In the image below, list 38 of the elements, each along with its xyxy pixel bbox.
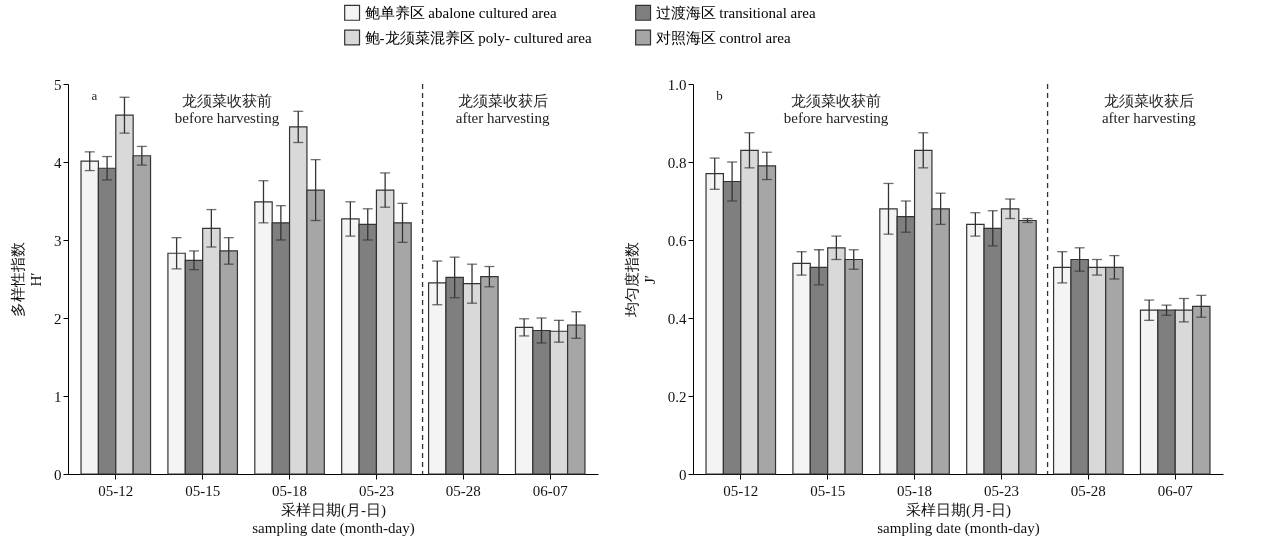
y-tick-label: 1 [54,388,62,405]
y-tick-label: 2 [54,310,62,327]
x-tick-label: 05-23 [358,482,394,499]
y-tick-label: 5 [54,76,62,93]
annotation: 龙须菜收获后 after harvesting [1101,93,1197,126]
x-tick-label: 06-07 [532,482,569,499]
annotation: a [91,88,98,103]
x-tick-label: 05-28 [1070,482,1106,499]
y-tick-label: 0 [54,466,62,483]
x-tick-label: 05-12 [723,482,759,499]
x-tick-label: 05-18 [897,482,933,499]
legend-label: 过渡海区 transitional area [655,4,816,21]
legend-label: 鲍-龙须菜混养区 poly- cultured area [364,29,592,46]
y-tick-label: 1.0 [667,76,687,93]
y-tick-label: 0.4 [667,310,687,327]
x-axis-title: 采样日期(月-日) sampling date (month-day) [877,501,1040,537]
y-axis-title: 多样性指数 H′ [10,242,44,317]
x-tick-label: 05-12 [98,482,134,499]
x-tick-label: 05-18 [272,482,308,499]
annotation: 龙须菜收获前 before harvesting [783,93,889,126]
y-tick-label: 0.2 [667,388,687,405]
annotation: 龙须菜收获前 before harvesting [174,93,280,126]
x-axis-title: 采样日期(月-日) sampling date (month-day) [252,501,415,537]
y-tick-label: 0 [679,466,687,483]
x-tick-label: 05-15 [185,482,221,499]
y-tick-label: 3 [54,232,62,249]
x-tick-label: 05-23 [983,482,1019,499]
x-tick-label: 06-07 [1157,482,1194,499]
annotation: 龙须菜收获后 after harvesting [455,93,550,126]
y-axis-title: 均匀度指数 J′ [623,242,658,318]
y-tick-label: 4 [54,154,62,171]
x-tick-label: 05-15 [810,482,846,499]
annotation: b [716,88,723,103]
legend-label: 对照海区 control area [655,29,791,46]
y-tick-label: 0.6 [667,232,687,249]
x-tick-label: 05-28 [445,482,481,499]
legend-label: 鲍单养区 abalone cultured area [364,4,557,21]
y-tick-label: 0.8 [667,154,687,171]
